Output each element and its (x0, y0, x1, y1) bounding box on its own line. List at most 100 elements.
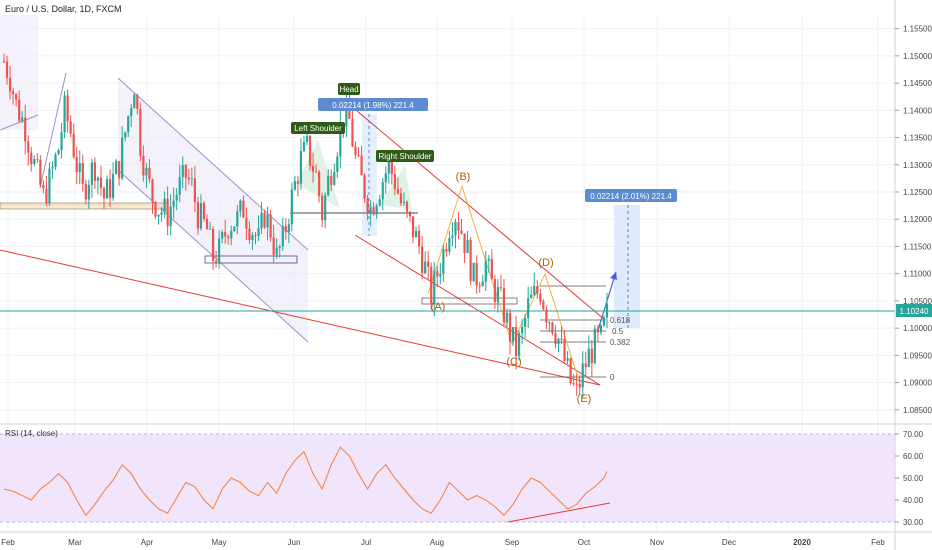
price-tick-label: 1.15500 (903, 25, 932, 34)
candle-body (148, 167, 151, 180)
time-axis[interactable]: Feb Mar Apr May Jun Jul Aug Sep Oct Nov Dec 2020 Feb (1, 538, 885, 547)
price-tick-label: 1.10500 (903, 297, 932, 306)
candle-body (196, 201, 200, 229)
candle-body (108, 179, 112, 198)
descending-channel-fill (118, 78, 308, 342)
candle-body (84, 183, 87, 200)
price-axis[interactable]: 1.15500 1.15000 1.14500 1.14000 1.13500 1.130… (895, 25, 932, 415)
candle-body (145, 167, 148, 176)
time-tick-label: May (211, 538, 226, 547)
rsi-title[interactable]: RSI (14, close) (5, 429, 58, 438)
time-tick-label: Nov (650, 538, 664, 547)
candle-body (554, 333, 557, 345)
rsi-tick-label: 40.00 (903, 496, 924, 505)
candle-body (490, 259, 493, 280)
wave-c-label[interactable]: (C) (506, 356, 521, 368)
candle-body (421, 246, 424, 274)
candle-body (366, 198, 369, 214)
measure-target-label[interactable]: 0.02214 (2.01%) 221.4 (590, 192, 672, 201)
left-shoulder-label[interactable]: Left Shoulder (294, 124, 342, 133)
candle-body (387, 159, 390, 174)
candle-body (278, 246, 281, 248)
head-label[interactable]: Head (339, 85, 358, 94)
candle-body (239, 200, 242, 212)
measure-top-label[interactable]: 0.02214 (1.98%) 221.4 (332, 101, 414, 110)
candle-body (5, 61, 9, 78)
candle-body (287, 224, 290, 232)
early-channel-2[interactable] (39, 72, 67, 189)
candle-body (393, 174, 396, 190)
candle-body (296, 181, 300, 184)
time-tick-label: Apr (141, 538, 154, 547)
price-tick-label: 1.09500 (903, 351, 932, 360)
candle-body (345, 102, 348, 127)
time-tick-label: Feb (1, 538, 15, 547)
channel-upper[interactable] (117, 77, 309, 251)
candle-body (493, 279, 496, 303)
rsi-band (0, 434, 895, 522)
candle-body (369, 207, 372, 214)
pattern-labels: Head Left Shoulder Right Shoulder 0.0221… (291, 83, 677, 405)
rsi-tick-label: 60.00 (903, 452, 924, 461)
candle-body (336, 156, 339, 172)
range-box-may[interactable] (204, 255, 298, 264)
long-trendline[interactable] (0, 249, 601, 386)
rsi-tick-label: 30.00 (903, 518, 924, 527)
candle-body (518, 333, 521, 356)
candle-body (163, 198, 166, 213)
candle-body (36, 159, 39, 161)
candle-body (199, 203, 203, 229)
candle-body (321, 195, 324, 221)
candle-body (314, 171, 318, 173)
candle-body (51, 166, 54, 169)
measure-top-label-bg (318, 98, 428, 111)
candle-body (127, 116, 130, 133)
candle-body (569, 358, 572, 384)
price-tick-label: 1.09000 (903, 379, 932, 388)
candle-body (318, 171, 321, 196)
candle-body (224, 232, 227, 237)
candle-body (245, 217, 248, 229)
left-shoulder-label-bg (291, 122, 345, 134)
candle-body (578, 384, 581, 388)
price-tick-label: 1.13500 (903, 134, 932, 143)
price-tick-label: 1.12000 (903, 215, 932, 224)
wave-a-label[interactable]: (A) (431, 301, 446, 313)
candle-body (42, 185, 45, 189)
wedge-upper[interactable] (349, 104, 606, 321)
candle-body (81, 163, 84, 184)
candle-body (230, 231, 233, 239)
range-box-aug[interactable] (421, 297, 518, 305)
candle-body (30, 152, 33, 165)
candle-body (584, 363, 587, 367)
rsi-axis[interactable]: 70.00 60.00 50.00 40.00 30.00 (895, 430, 924, 527)
candle-body (327, 175, 330, 196)
candle-body (263, 212, 266, 228)
price-tick-label: 1.14000 (903, 106, 932, 115)
candle-body (157, 214, 160, 217)
support-box[interactable] (0, 202, 169, 210)
time-tick-label: Aug (430, 538, 444, 547)
wedge-lower[interactable] (354, 234, 601, 386)
candle-body (178, 177, 181, 195)
candle-body (469, 239, 472, 282)
wave-b-label[interactable]: (B) (456, 171, 471, 183)
candle-body (284, 225, 287, 232)
candle-body (536, 286, 539, 294)
candle-body (2, 61, 6, 63)
candle-body (457, 222, 460, 231)
candle-body (475, 262, 478, 286)
wave-e-label[interactable]: (E) (577, 393, 592, 405)
candle-body (324, 195, 327, 221)
right-shoulder-label[interactable]: Right Shoulder (379, 152, 432, 161)
rsi-trendline[interactable] (507, 502, 611, 523)
candle-body (530, 294, 533, 299)
price-tick-label: 1.13000 (903, 161, 932, 170)
candle-body (54, 154, 57, 167)
candle-body (66, 95, 69, 122)
candle-body (472, 262, 475, 282)
candle-body (311, 165, 315, 172)
wave-d-label[interactable]: (D) (538, 257, 553, 269)
candle-body (142, 155, 145, 176)
time-tick-label: Jul (361, 538, 371, 547)
